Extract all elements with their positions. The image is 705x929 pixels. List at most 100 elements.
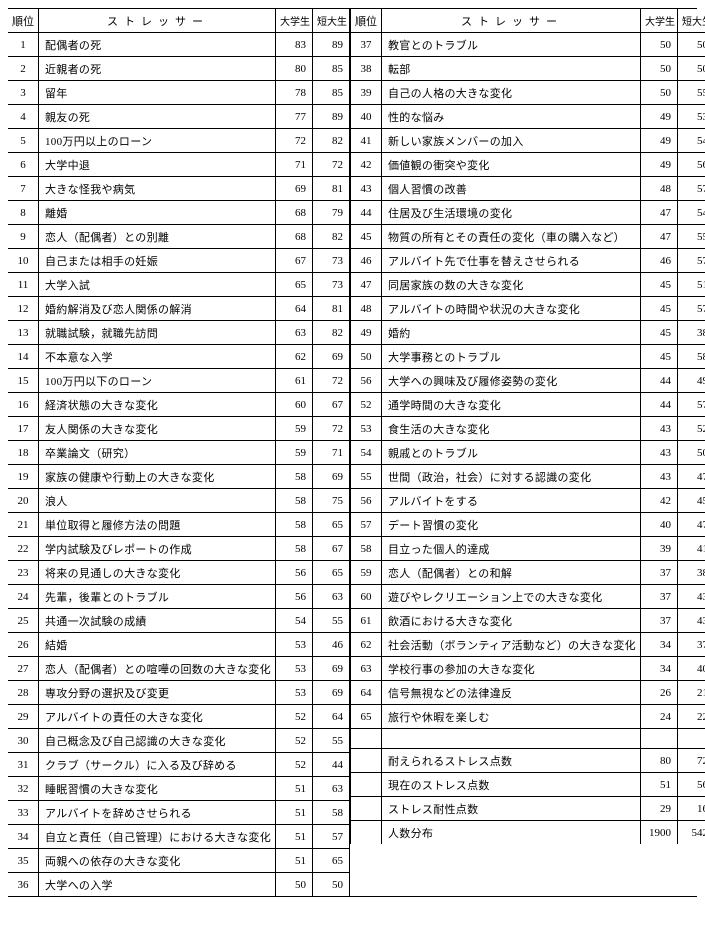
stressor-cell: 親戚とのトラブル [382, 441, 641, 465]
univ-value-cell: 53 [276, 657, 313, 681]
stressor-cell: 大学中退 [39, 153, 276, 177]
table-row: 6大学中退7172 [8, 153, 350, 177]
stressor-cell: 単位取得と履修方法の問題 [39, 513, 276, 537]
rank-cell: 1 [8, 33, 39, 57]
univ-value-cell: 51 [276, 825, 313, 849]
stressor-cell: 遊びやレクリエーション上での大きな変化 [382, 585, 641, 609]
stressor-cell: 卒業論文（研究） [39, 441, 276, 465]
table-row: 13就職試験，就職先訪問6382 [8, 321, 350, 345]
table-row: 現在のストレス点数5156 [351, 773, 705, 797]
junior-value-cell: 82 [313, 321, 350, 345]
rank-cell: 4 [8, 105, 39, 129]
junior-value-cell: 16 [677, 797, 705, 821]
univ-value-cell: 51 [276, 777, 313, 801]
table-row: 64信号無視などの法律違反2621 [351, 681, 705, 705]
table-row: 1配偶者の死8389 [8, 33, 350, 57]
univ-value-cell: 71 [276, 153, 313, 177]
stressor-cell: 離婚 [39, 201, 276, 225]
stressor-cell: 旅行や休暇を楽しむ [382, 705, 641, 729]
univ-value-cell: 64 [276, 297, 313, 321]
stressor-cell: 耐えられるストレス点数 [382, 749, 641, 773]
univ-value-cell: 68 [276, 201, 313, 225]
univ-value-cell: 83 [276, 33, 313, 57]
junior-value-cell: 57 [677, 297, 705, 321]
table-row: 33アルバイトを辞めさせられる5158 [8, 801, 350, 825]
junior-value-cell: 81 [313, 177, 350, 201]
table-row: 63学校行事の参加の大きな変化3440 [351, 657, 705, 681]
junior-value-cell: 542 [677, 821, 705, 845]
stressor-cell: 大学への入学 [39, 873, 276, 897]
stressor-cell: 浪人 [39, 489, 276, 513]
rank-cell: 26 [8, 633, 39, 657]
stressor-cell: アルバイトをする [382, 489, 641, 513]
junior-value-cell: 85 [313, 57, 350, 81]
rank-cell [351, 729, 382, 749]
rank-cell: 60 [351, 585, 382, 609]
univ-value-cell: 59 [276, 417, 313, 441]
junior-value-cell: 47 [677, 465, 705, 489]
header-row: 順位 ストレッサー 大学生 短大生 [8, 9, 350, 33]
junior-value-cell: 55 [677, 225, 705, 249]
rank-cell [351, 749, 382, 773]
table-row: 35両親への依存の大きな変化5165 [8, 849, 350, 873]
univ-value-cell: 63 [276, 321, 313, 345]
junior-value-cell: 53 [677, 105, 705, 129]
rank-cell: 59 [351, 561, 382, 585]
rank-cell: 38 [351, 57, 382, 81]
junior-value-cell: 57 [677, 393, 705, 417]
stressor-cell: 価値観の衝突や変化 [382, 153, 641, 177]
stressor-cell [382, 729, 641, 749]
table-row: 48アルバイトの時間や状況の大きな変化4557 [351, 297, 705, 321]
rank-cell: 41 [351, 129, 382, 153]
table-row: 5100万円以上のローン7282 [8, 129, 350, 153]
univ-value-cell: 52 [276, 753, 313, 777]
univ-value-cell: 43 [640, 465, 677, 489]
rank-cell: 3 [8, 81, 39, 105]
rank-cell: 16 [8, 393, 39, 417]
rank-cell: 61 [351, 609, 382, 633]
rank-cell: 19 [8, 465, 39, 489]
rank-cell: 54 [351, 441, 382, 465]
junior-value-cell: 55 [313, 609, 350, 633]
stressor-cell: 100万円以上のローン [39, 129, 276, 153]
junior-value-cell: 56 [677, 153, 705, 177]
univ-value-cell: 50 [276, 873, 313, 897]
stressor-cell: 家族の健康や行動上の大きな変化 [39, 465, 276, 489]
table-left-half: 順位 ストレッサー 大学生 短大生 1配偶者の死83892近親者の死80853留… [8, 9, 350, 896]
junior-value-cell: 47 [677, 513, 705, 537]
rank-cell: 14 [8, 345, 39, 369]
junior-value-cell: 72 [677, 749, 705, 773]
univ-value-cell: 77 [276, 105, 313, 129]
stressor-cell: 恋人（配偶者）との別離 [39, 225, 276, 249]
junior-value-cell: 22 [677, 705, 705, 729]
stressor-cell: 婚約 [382, 321, 641, 345]
rank-cell: 15 [8, 369, 39, 393]
table-row: 21単位取得と履修方法の問題5865 [8, 513, 350, 537]
junior-value-cell: 73 [313, 273, 350, 297]
header-rank: 順位 [351, 9, 382, 33]
junior-value-cell: 49 [677, 369, 705, 393]
rank-cell: 52 [351, 393, 382, 417]
stressor-cell: 自立と責任（自己管理）における大きな変化 [39, 825, 276, 849]
table-row: 55世間（政治，社会）に対する認識の変化4347 [351, 465, 705, 489]
junior-value-cell: 67 [313, 393, 350, 417]
rank-cell: 56 [351, 369, 382, 393]
table-row: 25共通一次試験の成績5455 [8, 609, 350, 633]
stressor-cell: 飲酒における大きな変化 [382, 609, 641, 633]
univ-value-cell: 69 [276, 177, 313, 201]
stressor-cell: 経済状態の大きな変化 [39, 393, 276, 417]
junior-value-cell: 50 [677, 57, 705, 81]
table-row: 14不本意な入学6269 [8, 345, 350, 369]
univ-value-cell: 37 [640, 609, 677, 633]
stressor-cell: 大きな怪我や病気 [39, 177, 276, 201]
univ-value-cell: 44 [640, 393, 677, 417]
rank-cell: 65 [351, 705, 382, 729]
rank-cell: 10 [8, 249, 39, 273]
stressor-cell: 性的な悩み [382, 105, 641, 129]
table-row: 37教官とのトラブル5050 [351, 33, 705, 57]
rank-cell: 30 [8, 729, 39, 753]
table-row: 54親戚とのトラブル4350 [351, 441, 705, 465]
junior-value-cell: 82 [313, 129, 350, 153]
junior-value-cell: 75 [313, 489, 350, 513]
table-row: 57デート習慣の変化4047 [351, 513, 705, 537]
